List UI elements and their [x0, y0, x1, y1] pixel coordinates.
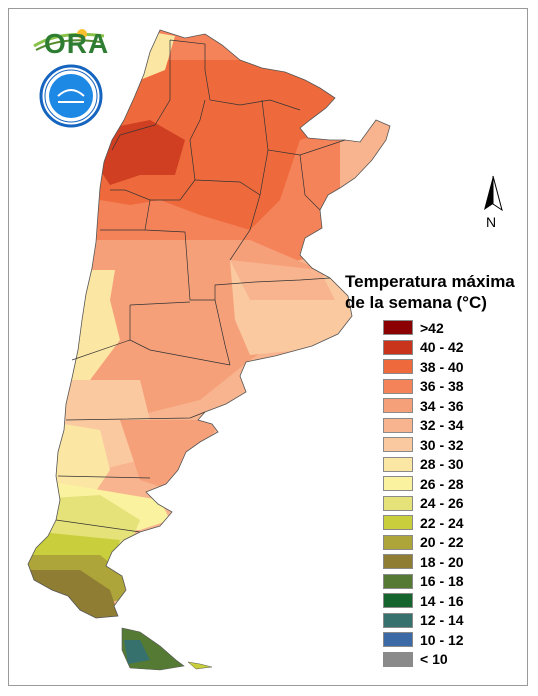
legend-item: 16 - 18	[383, 572, 464, 592]
legend-swatch	[383, 398, 413, 414]
legend-label: 36 - 38	[420, 378, 464, 395]
legend-label: 32 - 34	[420, 417, 464, 434]
legend-item: 22 - 24	[383, 513, 464, 533]
legend-swatch	[383, 320, 413, 336]
legend-label: 22 - 24	[420, 514, 464, 531]
legend-list: >42 40 - 42 38 - 40 36 - 38 34 - 36 32 - 34 30…	[383, 318, 464, 669]
legend-swatch	[383, 612, 413, 628]
legend-item: 28 - 30	[383, 455, 464, 475]
legend-label: 16 - 18	[420, 573, 464, 590]
legend-item: < 10	[383, 650, 464, 670]
ora-logo	[33, 29, 105, 51]
legend-item: >42	[383, 318, 464, 338]
legend-label: 28 - 30	[420, 456, 464, 473]
legend-title-line2: de la semana (°C)	[345, 293, 487, 312]
legend-label: 40 - 42	[420, 339, 464, 356]
legend-label: >42	[420, 319, 444, 336]
legend-label: 24 - 26	[420, 495, 464, 512]
legend-swatch	[383, 359, 413, 375]
legend-label: 20 - 22	[420, 534, 464, 551]
legend-swatch	[383, 573, 413, 589]
legend-label: 10 - 12	[420, 631, 464, 648]
legend-item: 24 - 26	[383, 494, 464, 514]
legend-item: 12 - 14	[383, 611, 464, 631]
legend-label: 38 - 40	[420, 358, 464, 375]
legend-item: 18 - 20	[383, 552, 464, 572]
legend-swatch	[383, 437, 413, 453]
legend-swatch	[383, 515, 413, 531]
legend-swatch	[383, 378, 413, 394]
legend-label: 18 - 20	[420, 553, 464, 570]
legend-swatch	[383, 456, 413, 472]
legend-swatch	[383, 593, 413, 609]
legend-swatch	[383, 632, 413, 648]
legend-title-line1: Temperatura máxima	[345, 272, 515, 291]
legend-swatch	[383, 534, 413, 550]
legend-item: 10 - 12	[383, 630, 464, 650]
north-arrow-icon	[484, 175, 503, 212]
legend-swatch	[383, 495, 413, 511]
legend-swatch	[383, 417, 413, 433]
legend-label: < 10	[420, 651, 448, 668]
legend-label: 12 - 14	[420, 612, 464, 629]
legend-swatch	[383, 339, 413, 355]
legend-item: 20 - 22	[383, 533, 464, 553]
legend-item: 32 - 34	[383, 416, 464, 436]
legend-label: 14 - 16	[420, 592, 464, 609]
legend-item: 40 - 42	[383, 338, 464, 358]
legend-title: Temperatura máxima de la semana (°C)	[345, 271, 535, 313]
legend-item: 14 - 16	[383, 591, 464, 611]
legend-swatch	[383, 476, 413, 492]
legend-item: 26 - 28	[383, 474, 464, 494]
legend-label: 34 - 36	[420, 397, 464, 414]
ora-logo-text: ORA	[44, 28, 110, 59]
legend-swatch	[383, 554, 413, 570]
legend-item: 38 - 40	[383, 357, 464, 377]
north-label: N	[486, 214, 497, 230]
legend-label: 30 - 32	[420, 436, 464, 453]
legend-item: 30 - 32	[383, 435, 464, 455]
legend-item: 34 - 36	[383, 396, 464, 416]
legend-item: 36 - 38	[383, 377, 464, 397]
smn-seal	[39, 64, 103, 128]
legend-label: 26 - 28	[420, 475, 464, 492]
legend-swatch	[383, 651, 413, 667]
